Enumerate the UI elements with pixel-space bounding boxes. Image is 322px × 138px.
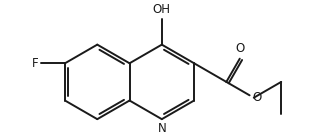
Text: O: O <box>235 42 244 55</box>
Text: F: F <box>32 57 39 70</box>
Text: N: N <box>157 122 166 135</box>
Text: O: O <box>253 91 262 104</box>
Text: OH: OH <box>153 3 171 16</box>
